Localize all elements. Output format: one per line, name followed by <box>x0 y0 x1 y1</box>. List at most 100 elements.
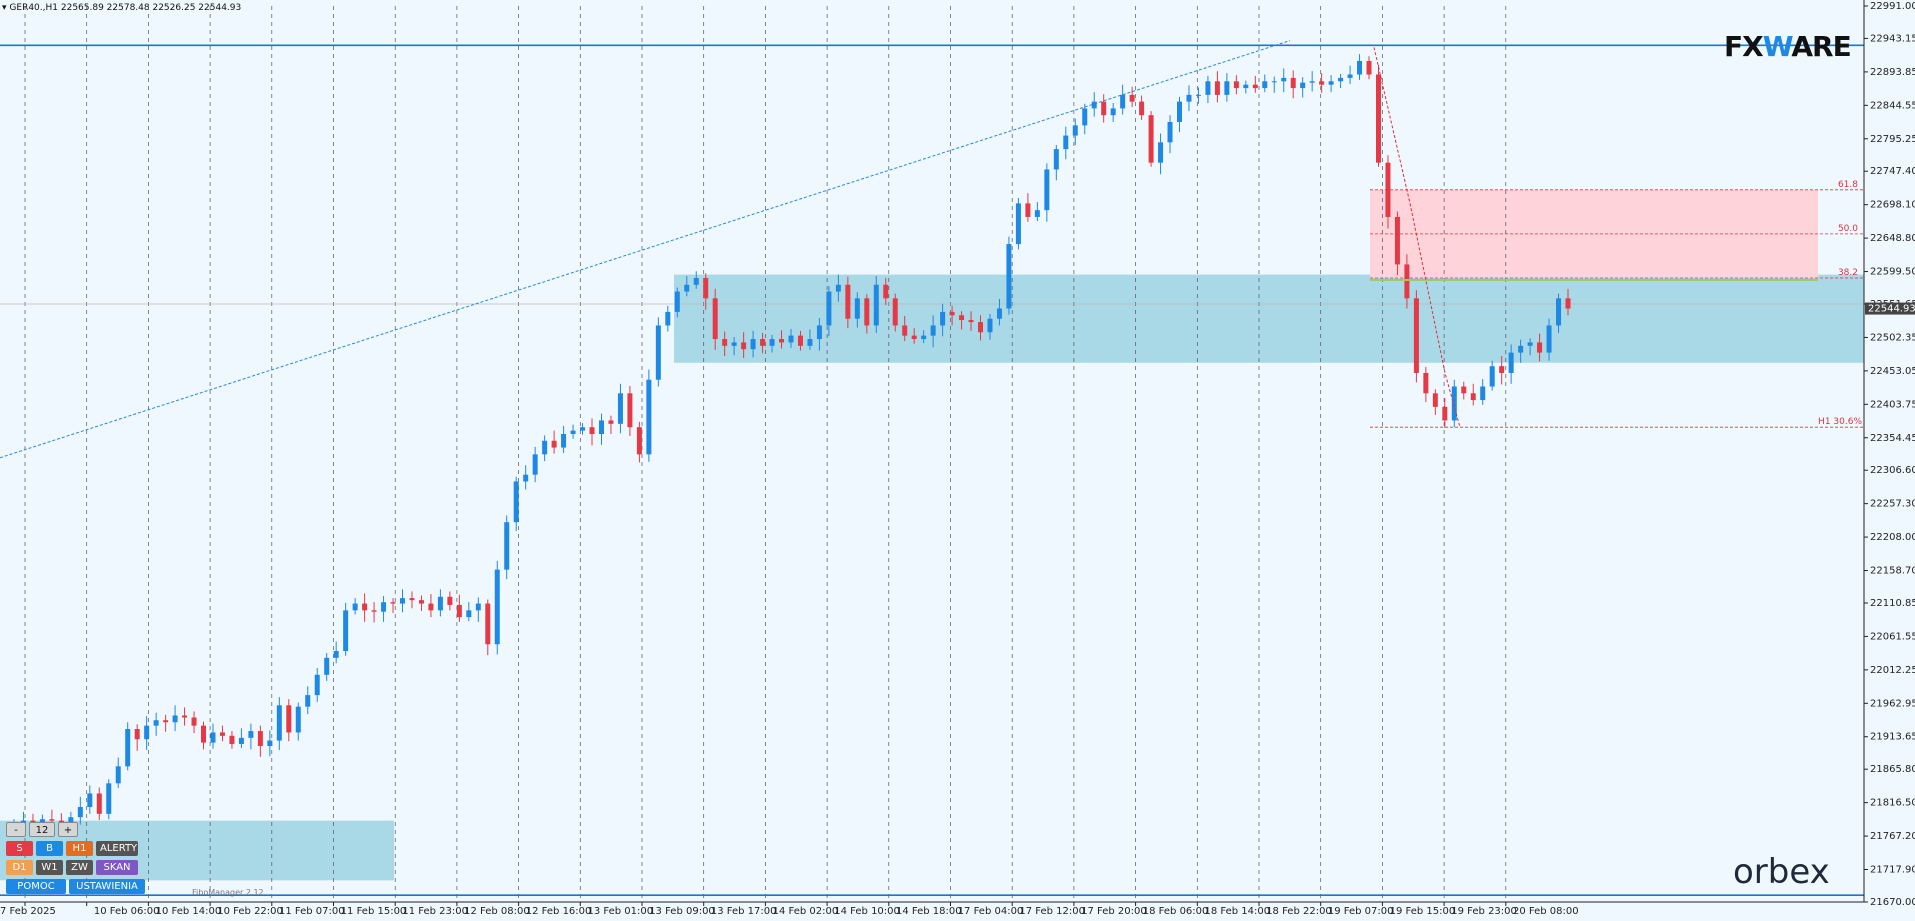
candle <box>1205 81 1211 95</box>
price-label: 21816.50 <box>1870 798 1915 809</box>
fibomanager-version: FiboManager 2.12 <box>192 888 264 897</box>
candle <box>1072 125 1078 136</box>
panel-button-h1[interactable]: H1 <box>66 841 93 856</box>
candle <box>1053 149 1059 170</box>
increase-button[interactable]: + <box>58 822 78 837</box>
candle <box>1357 60 1363 75</box>
candle <box>816 325 822 340</box>
candle <box>1537 342 1543 353</box>
triangle-down-icon[interactable]: ▾ <box>2 3 7 13</box>
time-label: 17 Feb 12:00 <box>1019 906 1085 917</box>
candle <box>1281 77 1287 82</box>
demand-zone-upper <box>674 274 1864 363</box>
current-price-label: 22544.93 <box>1868 304 1915 315</box>
panel-button-skan[interactable]: SKAN <box>96 860 138 875</box>
button-row-1: S B H1 ALERTY <box>6 841 146 856</box>
candle <box>343 610 349 652</box>
candle <box>191 717 197 726</box>
candle <box>959 315 965 321</box>
candle <box>1110 108 1116 116</box>
panel-button-s[interactable]: S <box>6 841 33 856</box>
price-label: 22893.85 <box>1870 67 1915 78</box>
ustawienia-button[interactable]: USTAWIENIA <box>69 879 145 894</box>
fib-label-f500: 50.0 <box>1838 224 1858 234</box>
candle <box>674 291 680 312</box>
candle <box>1470 393 1476 401</box>
candle <box>466 610 472 618</box>
price-label: 22110.85 <box>1870 598 1915 609</box>
candle <box>921 335 927 340</box>
candle <box>219 732 225 736</box>
panel-button-zw[interactable]: ZW <box>66 860 93 875</box>
candle <box>864 298 870 326</box>
candle <box>1300 82 1306 89</box>
candle <box>144 725 150 740</box>
candle <box>229 735 235 744</box>
candle <box>409 598 415 601</box>
price-label: 21717.90 <box>1870 865 1915 876</box>
candle <box>1489 366 1495 387</box>
candle <box>475 603 481 611</box>
candle <box>1148 115 1154 163</box>
time-label: 13 Feb 17:00 <box>711 906 777 917</box>
candle <box>835 284 841 292</box>
panel-button-w1[interactable]: W1 <box>36 860 63 875</box>
candle <box>1394 216 1400 265</box>
time-label: 12 Feb 16:00 <box>526 906 592 917</box>
candle <box>731 342 737 346</box>
candle <box>1338 77 1344 82</box>
candle <box>182 715 188 718</box>
candle <box>949 311 955 316</box>
candle <box>1195 94 1201 96</box>
candle <box>769 339 775 346</box>
fib-layer: 61.8 50.0 38.2 H1 30.6% <box>1370 47 1864 428</box>
candle <box>902 325 908 336</box>
candle <box>1186 94 1192 102</box>
candle <box>911 335 917 340</box>
fib-label-h1: H1 30.6% <box>1818 417 1862 427</box>
candle <box>276 705 282 741</box>
price-label: 22747.40 <box>1870 166 1915 177</box>
candle <box>1044 169 1050 211</box>
candle <box>1025 203 1031 217</box>
orbex-logo: orbex <box>1733 852 1830 892</box>
decrease-button[interactable]: - <box>6 822 26 837</box>
candle <box>1404 264 1410 299</box>
candle <box>1290 77 1296 89</box>
candle <box>1499 366 1505 373</box>
candle <box>201 725 207 743</box>
panel-button-d1[interactable]: D1 <box>6 860 33 875</box>
candle <box>381 602 387 612</box>
candle <box>400 598 405 604</box>
time-label: 17 Feb 04:00 <box>958 906 1024 917</box>
candle <box>542 440 548 455</box>
price-label: 21865.80 <box>1870 764 1915 775</box>
candle <box>1101 101 1107 116</box>
candle <box>106 783 112 814</box>
panel-button-alerty[interactable]: ALERTY <box>96 841 138 856</box>
candle <box>1158 142 1164 163</box>
candle <box>134 729 140 740</box>
candle <box>172 715 178 723</box>
price-label: 21962.95 <box>1870 698 1915 709</box>
candle <box>873 284 879 326</box>
candle <box>1129 94 1135 102</box>
panel-button-b[interactable]: B <box>36 841 63 856</box>
candle <box>333 651 339 658</box>
pomoc-button[interactable]: POMOC <box>6 879 66 894</box>
candle <box>447 596 453 605</box>
value-field[interactable]: 12 <box>29 822 55 837</box>
candle <box>1262 81 1268 89</box>
candle <box>1413 298 1419 373</box>
candle <box>646 379 652 455</box>
candle <box>314 674 320 696</box>
price-label: 22403.75 <box>1870 399 1915 410</box>
candle <box>96 793 102 814</box>
candle <box>1328 81 1334 85</box>
candle <box>494 569 500 645</box>
candle <box>87 793 93 808</box>
candle <box>1167 121 1173 143</box>
price-label: 22354.45 <box>1870 433 1915 444</box>
candle <box>523 474 529 482</box>
